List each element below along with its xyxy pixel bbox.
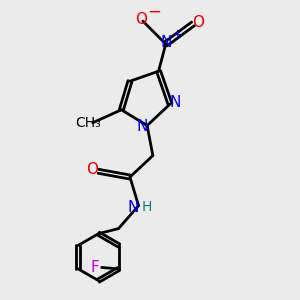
Text: CH₃: CH₃ <box>76 116 101 130</box>
Text: N: N <box>169 95 181 110</box>
Text: −: − <box>147 3 161 21</box>
Text: O: O <box>135 12 147 27</box>
Text: N: N <box>127 200 139 214</box>
Text: O: O <box>192 15 204 30</box>
Text: O: O <box>86 162 98 177</box>
Text: N: N <box>160 35 171 50</box>
Text: N: N <box>136 119 148 134</box>
Text: H: H <box>141 200 152 214</box>
Text: F: F <box>91 260 100 275</box>
Text: +: + <box>172 28 184 42</box>
